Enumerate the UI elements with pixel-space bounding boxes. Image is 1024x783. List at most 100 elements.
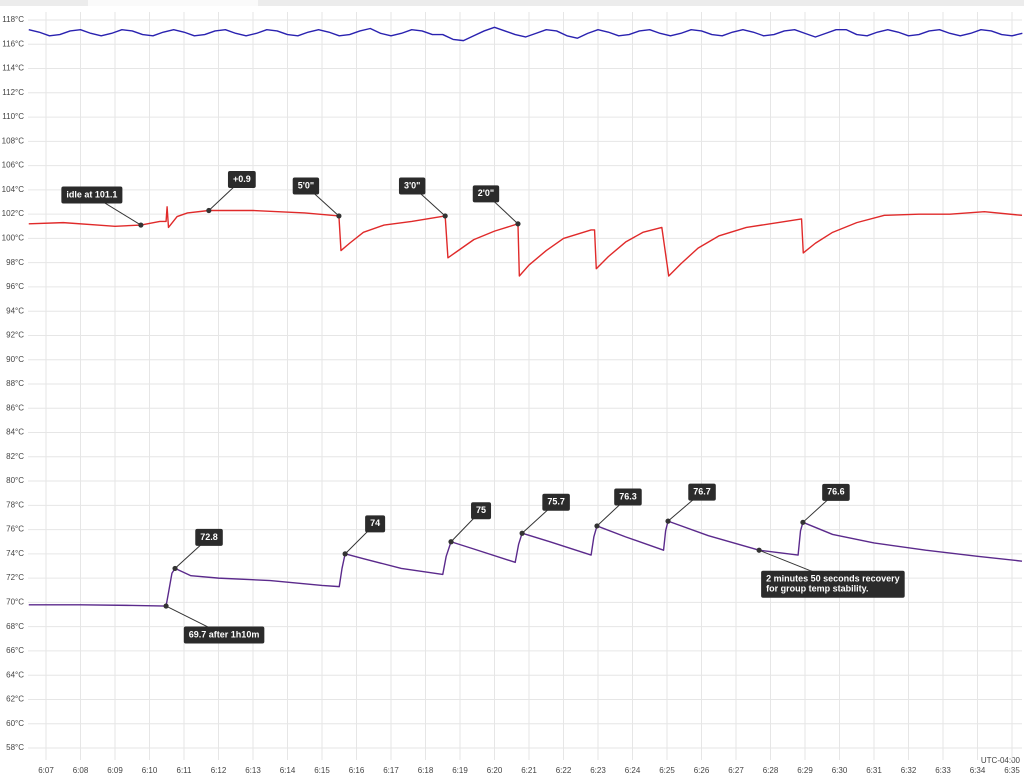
annotation-box	[761, 570, 905, 598]
annotation-text: 76.3	[619, 491, 637, 501]
y-tick-label: 106°C	[2, 161, 25, 170]
annotation-box	[822, 483, 850, 501]
x-tick-label: 6:29	[797, 766, 813, 775]
annotation: 76.7	[665, 483, 716, 524]
y-tick-label: 92°C	[6, 331, 24, 340]
x-tick-label: 6:07	[38, 766, 54, 775]
x-tick-label: 6:11	[177, 766, 193, 775]
x-tick-label: 6:33	[935, 766, 951, 775]
y-tick-label: 68°C	[6, 622, 24, 631]
x-tick-label: 6:23	[590, 766, 606, 775]
x-tick-label: 6:28	[763, 766, 779, 775]
y-tick-label: 108°C	[2, 136, 25, 145]
x-tick-label: 6:12	[211, 766, 227, 775]
annotation-point	[336, 213, 342, 219]
annotation-point	[756, 547, 762, 553]
y-tick-label: 110°C	[2, 112, 24, 121]
annotation: 75	[448, 502, 492, 545]
y-tick-label: 80°C	[6, 476, 24, 485]
x-tick-label: 6:13	[245, 766, 261, 775]
annotation-box	[61, 186, 123, 204]
annotation: +0.9	[206, 170, 256, 214]
x-tick-label: 6:26	[694, 766, 710, 775]
annotation-text: 76.6	[827, 487, 845, 497]
annotation-point	[138, 222, 144, 228]
annotation-box	[195, 528, 223, 546]
annotation-box	[183, 626, 265, 644]
x-tick-label: 6:24	[625, 766, 641, 775]
x-tick-label: 6:35	[1004, 766, 1020, 775]
y-tick-label: 88°C	[6, 379, 24, 388]
annotation-text: idle at 101.1	[66, 189, 117, 199]
series-line	[28, 206, 1023, 277]
x-tick-label: 6:34	[970, 766, 986, 775]
annotation-box	[472, 185, 500, 203]
browser-tab	[88, 0, 258, 6]
y-tick-label: 112°C	[2, 88, 24, 97]
y-tick-label: 76°C	[6, 525, 24, 534]
annotation: idle at 101.1	[61, 186, 144, 228]
y-tick-label: 114°C	[2, 64, 24, 73]
annotation-text: +0.9	[233, 174, 251, 184]
annotation-text: 2 minutes 50 seconds recovery	[766, 574, 900, 584]
annotation-text: 76.7	[693, 486, 711, 496]
x-tick-label: 6:18	[418, 766, 434, 775]
y-tick-label: 96°C	[6, 282, 24, 291]
y-tick-label: 72°C	[6, 573, 24, 582]
x-tick-label: 6:14	[280, 766, 296, 775]
annotation-point	[342, 551, 348, 557]
annotation-box	[688, 483, 716, 501]
annotation: 69.7 after 1h10m	[163, 603, 265, 644]
annotation-point	[448, 539, 454, 545]
annotation-point	[515, 221, 521, 227]
annotation-text: 2'0"	[478, 188, 494, 198]
x-tick-label: 6:09	[107, 766, 123, 775]
annotation-text: 69.7 after 1h10m	[189, 629, 260, 639]
annotation-point	[665, 518, 671, 524]
annotation-point	[206, 207, 212, 214]
x-tick-label: 6:15	[314, 766, 330, 775]
series-line	[28, 520, 1023, 607]
y-tick-label: 74°C	[6, 549, 24, 558]
x-tick-label: 6:22	[556, 766, 572, 775]
y-tick-label: 118°C	[2, 15, 24, 24]
annotation-box	[614, 488, 642, 506]
annotation-point	[519, 530, 525, 536]
y-tick-label: 78°C	[6, 500, 24, 509]
annotation-point	[594, 523, 600, 529]
annotation-text: 72.8	[200, 532, 218, 542]
y-tick-label: 64°C	[6, 670, 24, 679]
annotation-box	[292, 177, 320, 195]
x-tick-label: 6:30	[832, 766, 848, 775]
annotation-text: 3'0"	[404, 180, 420, 190]
x-tick-label: 6:27	[728, 766, 744, 775]
x-tick-label: 6:16	[349, 766, 365, 775]
browser-strip	[0, 0, 1024, 6]
annotation: 74	[342, 515, 386, 557]
annotation-point	[800, 519, 806, 525]
y-tick-label: 82°C	[6, 452, 24, 461]
annotation-point	[163, 603, 169, 609]
annotation-box	[365, 515, 386, 533]
annotation: 72.8	[172, 528, 223, 572]
x-tick-label: 6:21	[521, 766, 537, 775]
y-tick-label: 70°C	[6, 598, 24, 607]
x-tick-label: 6:25	[659, 766, 675, 775]
annotation-point	[172, 565, 178, 572]
x-tick-label: 6:17	[383, 766, 399, 775]
y-tick-label: 98°C	[6, 258, 24, 267]
annotation: 75.7	[519, 493, 570, 536]
y-tick-label: 60°C	[6, 719, 24, 728]
annotation-text: 5'0"	[298, 180, 314, 190]
y-tick-label: 66°C	[6, 646, 24, 655]
annotation-text: for group temp stability.	[766, 584, 868, 594]
series-line	[28, 26, 1023, 42]
annotation: 76.6	[800, 483, 850, 525]
y-tick-label: 84°C	[6, 428, 24, 437]
y-tick-label: 104°C	[2, 185, 25, 194]
annotation-text: 74	[370, 518, 380, 528]
y-tick-label: 116°C	[2, 39, 24, 48]
